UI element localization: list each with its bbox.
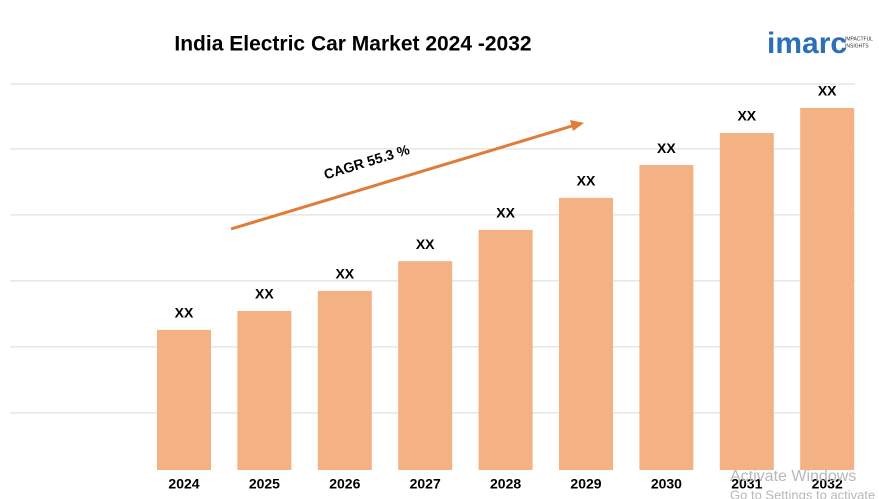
chart-title: India Electric Car Market 2024 -2032 <box>174 33 531 56</box>
x-tick-label: 2031 <box>731 476 762 492</box>
value-label: XX <box>737 108 756 124</box>
value-label: XX <box>416 236 435 252</box>
value-label: XX <box>657 140 676 156</box>
cagr-arrowhead <box>570 120 584 131</box>
x-tick-label: 2024 <box>168 476 199 492</box>
logo: imarc IMPACTFUL INSIGHTS <box>767 27 873 60</box>
x-tick-label: 2029 <box>570 476 601 492</box>
bar <box>478 229 533 470</box>
value-label: XX <box>175 305 194 321</box>
bars: XX 2024 XX 2025 XX 2026 XX 2027 XX 2028 XX 2029 XX 20… <box>157 83 855 492</box>
bar <box>237 310 292 470</box>
watermark: Activate Windows <box>730 468 856 485</box>
x-tick-label: 2027 <box>410 476 441 492</box>
value-label: XX <box>818 83 837 99</box>
logo-tagline: IMPACTFUL <box>845 36 873 42</box>
bar <box>559 197 613 470</box>
x-tick-label: 2026 <box>329 476 360 492</box>
bar <box>800 107 855 470</box>
bar <box>639 165 694 470</box>
cagr-label: CAGR 55.3 % <box>322 141 412 182</box>
watermark: Go to Settings to activate Windows. <box>730 487 879 499</box>
bar <box>398 261 453 470</box>
x-tick-label: 2025 <box>249 476 280 492</box>
x-tick-label: 2030 <box>651 476 682 492</box>
x-tick-label: 2028 <box>490 476 521 492</box>
value-label: XX <box>577 173 596 189</box>
bar <box>157 329 211 470</box>
logo-brand: imarc <box>767 27 847 60</box>
cagr-arrow <box>230 124 573 231</box>
bar <box>317 290 372 470</box>
bar <box>719 133 774 470</box>
value-label: XX <box>255 286 274 302</box>
cagr-annotation: CAGR 55.3 % <box>230 120 584 231</box>
value-label: XX <box>496 205 515 221</box>
value-label: XX <box>335 266 354 282</box>
logo-tagline: INSIGHTS <box>845 43 869 49</box>
x-tick-label: 2032 <box>812 476 843 492</box>
